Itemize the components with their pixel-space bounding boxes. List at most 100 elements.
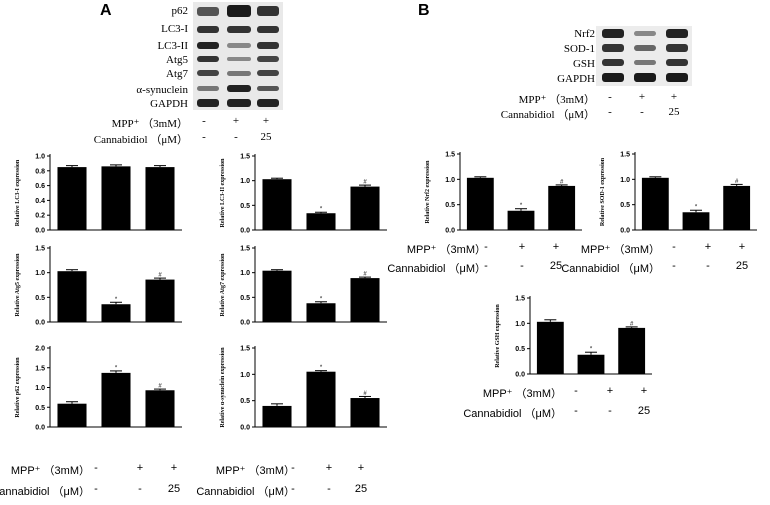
blot-label-nrf2: Nrf2 (574, 28, 595, 40)
treat-cell: - (484, 260, 488, 272)
cbd-label: Cannabidiol （μM） (0, 486, 90, 498)
significance-mark: # (363, 272, 367, 278)
bar (536, 321, 564, 374)
y-tick-label: 0.5 (515, 346, 525, 353)
treat-cell: + (170, 462, 178, 474)
chart-atg5: Relative Atg5 expression 0.0 0.5 1.0 1.5 * # (15, 246, 182, 327)
y-tick-label: 0.5 (240, 295, 250, 302)
significance-mark: # (158, 384, 162, 390)
treat-cell: - (291, 462, 295, 474)
blot-band (634, 60, 656, 65)
treat-row-a-left-cbd: Cannabidiol （μM） - - 25 (0, 483, 200, 498)
cbd-label: Cannabidiol （μM） (500, 109, 595, 121)
treat-cell: - (608, 405, 612, 417)
bar (306, 213, 336, 230)
blot-label-gapdh-b: GAPDH (557, 73, 595, 85)
y-tick-label: 1.0 (35, 270, 45, 277)
y-tick-label: 1.5 (515, 296, 525, 303)
y-tick-label: 1.5 (35, 365, 45, 372)
cbd-label: Cannabidiol （μM） (561, 263, 660, 275)
y-tick-label: 0.0 (35, 425, 45, 432)
bar (306, 303, 336, 322)
treat-cell: - (202, 115, 206, 127)
significance-mark: # (735, 179, 739, 185)
significance-mark: * (590, 347, 593, 353)
blot-band (257, 86, 279, 91)
treat-cell: - (138, 483, 142, 495)
chart-gsh: Relative GSH expression 0.0 0.5 1.0 1.5 * # (495, 296, 652, 379)
chart-lc3i: Relative LC3-I expression 0.0 0.2 0.4 0.6 0.8… (15, 154, 182, 235)
blot-band (227, 26, 251, 33)
treat-row-gsh-mpp: MPP⁺ （3mM） - + + (450, 385, 670, 400)
y-tick-label: 0.4 (35, 198, 45, 205)
y-axis-label: Relative Nrf2 expression (425, 160, 431, 224)
y-tick-label: 0.5 (445, 202, 455, 209)
significance-mark: # (363, 391, 367, 397)
blot-band (197, 86, 219, 91)
blot-label-atg5: Atg5 (166, 54, 188, 66)
blot-band (227, 85, 251, 92)
y-tick-label: 1.5 (445, 152, 455, 159)
treat-cell: - (672, 241, 676, 253)
treat-row-nrf2-mpp: MPP⁺ （3mM） - + + (378, 241, 578, 256)
significance-mark: # (560, 179, 564, 185)
bar (57, 167, 87, 230)
treat-row-a-right-cbd: Cannabidiol （μM） - - 25 (196, 483, 405, 498)
blot-band (257, 26, 279, 33)
mpp-label: MPP⁺ （3mM） (406, 244, 486, 256)
blot-membrane-b (596, 26, 692, 86)
treat-cell: - (234, 131, 238, 143)
blot-band (227, 57, 251, 61)
significance-mark: # (158, 273, 162, 279)
bar (466, 177, 494, 230)
panel-label-a: A (100, 2, 112, 19)
mpp-label: MPP⁺ （3mM） (580, 244, 660, 256)
treat-cell: + (136, 462, 144, 474)
y-axis-label: Relative SOD-1 expression (600, 157, 606, 226)
bar (101, 372, 131, 427)
blot-band (257, 42, 279, 49)
blot-label-sod1: SOD-1 (563, 43, 595, 55)
blot-band (197, 99, 219, 107)
y-axis-label: Relative GSH expression (495, 304, 501, 368)
treat-cell: - (608, 91, 612, 103)
blot-label-gapdh: GAPDH (150, 98, 188, 110)
blot-band (197, 26, 219, 33)
treat-cell: 25 (354, 483, 368, 495)
y-tick-label: 0.5 (35, 295, 45, 302)
bar (145, 390, 175, 427)
treat-row-gsh-cbd: Cannabidiol （μM） - - 25 (450, 405, 670, 420)
bar (101, 166, 131, 230)
blot-band (602, 59, 624, 66)
blot-band (634, 73, 656, 82)
bar (145, 279, 175, 322)
blot-band (602, 73, 624, 82)
bar (262, 405, 292, 427)
treat-cell: 25 (668, 106, 680, 118)
treat-cell: 25 (167, 483, 181, 495)
y-tick-label: 1.5 (240, 346, 250, 353)
treat-row-a-right-mpp: MPP⁺ （3mM） - + + (205, 462, 405, 477)
blot-label-asyn: α-synuclein (136, 84, 188, 96)
blot-band (227, 99, 251, 107)
bar (618, 327, 646, 374)
blot-label-gsh: GSH (572, 58, 595, 70)
blot-band (197, 56, 219, 62)
blot-band (197, 7, 219, 16)
blot-band (602, 29, 624, 38)
bar (57, 271, 87, 322)
blot-band (257, 56, 279, 62)
blot-band (666, 29, 688, 38)
significance-mark: * (520, 203, 523, 209)
blot-band (602, 44, 624, 52)
y-tick-label: 1.0 (35, 385, 45, 392)
cbd-label: Cannabidiol （μM） (93, 134, 188, 146)
blot-band (666, 44, 688, 52)
treat-cell: 25 (637, 405, 651, 417)
cbd-label: Cannabidiol （μM） (387, 263, 486, 275)
blot-band (634, 45, 656, 51)
treat-cell: 25 (735, 260, 749, 272)
western-blot-a: p62 LC3-I LC3-II Atg5 Atg7 α-synuclein G… (0, 0, 300, 150)
y-tick-label: 1.0 (445, 177, 455, 184)
chart-nrf2: Relative Nrf2 expression 0.0 0.5 1.0 1.5 * # (425, 152, 582, 235)
